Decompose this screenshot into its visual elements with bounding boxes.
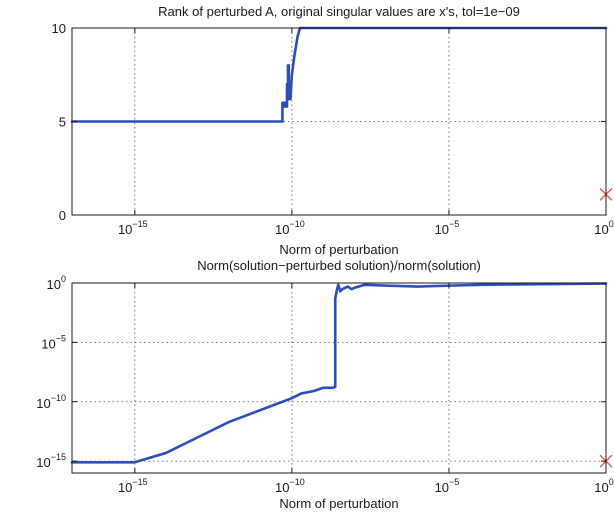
rank-x-tick-label: 10−15: [118, 219, 148, 237]
rank-series-line: [70, 26, 608, 123]
rank-y-tick-label: 0: [59, 208, 66, 223]
rank-grid: [72, 28, 606, 215]
rank-x-axis-label: Norm of perturbation: [279, 242, 398, 257]
error-x-tick-label: 10−15: [118, 477, 148, 495]
error-y-tick-label: 10−10: [36, 393, 66, 411]
error-x-tick-label: 10−5: [435, 477, 460, 495]
error-grid: [72, 283, 606, 473]
error-y-ticks: 10−15 10−10 10−5 100: [36, 274, 606, 470]
rank-subplot: Rank of perturbed A, original singular v…: [52, 4, 614, 257]
error-plot-frame: [71, 282, 607, 474]
error-x-ticks: 10−15 10−10 10−5 100: [118, 283, 614, 495]
error-x-tick-label: 10−10: [275, 477, 305, 495]
rank-y-tick-label: 5: [59, 115, 66, 130]
error-x-tick-label: 100: [594, 477, 613, 495]
rank-y-tick-label: 10: [52, 21, 66, 36]
error-x-axis-label: Norm of perturbation: [279, 496, 398, 511]
error-y-tick-label: 10−5: [41, 333, 66, 351]
error-series-line: [70, 282, 608, 464]
error-subplot: Norm(solution−perturbed solution)/norm(s…: [36, 258, 613, 511]
error-y-tick-label: 10−15: [36, 452, 66, 470]
rank-x-tick-label: 10−10: [275, 219, 305, 237]
rank-chart-title: Rank of perturbed A, original singular v…: [158, 4, 520, 19]
error-chart-title: Norm(solution−perturbed solution)/norm(s…: [197, 258, 481, 273]
rank-x-tick-label: 10−5: [435, 219, 460, 237]
rank-y-ticks: 0 5 10: [52, 21, 606, 223]
rank-x-tick-label: 100: [594, 219, 613, 237]
rank-x-ticks: 10−15 10−10 10−5 100: [118, 28, 614, 237]
error-y-tick-label: 100: [47, 274, 66, 292]
error-series: [70, 282, 608, 464]
rank-series: [70, 26, 608, 123]
